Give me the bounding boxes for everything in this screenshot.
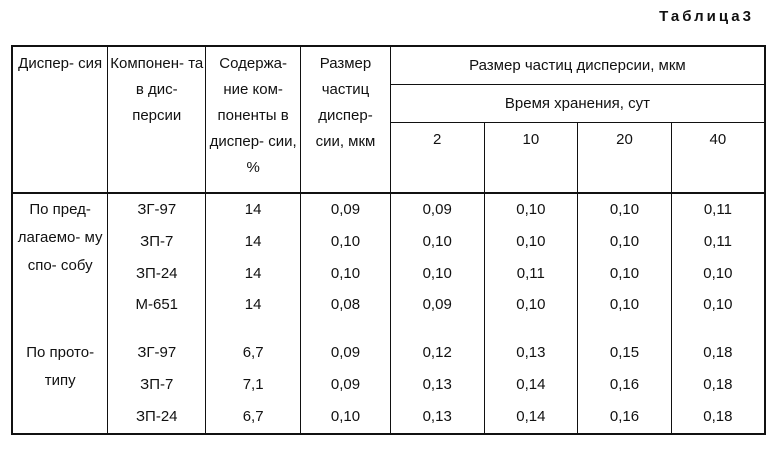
- cell-d20: 0,10: [577, 289, 672, 322]
- cell-d20: 0,16: [577, 369, 672, 402]
- cell-d10: 0,13: [484, 337, 579, 370]
- cell-d40: 0,10: [703, 264, 733, 282]
- cell-size: 0,08: [300, 289, 391, 322]
- cell-d2: 0,13: [390, 369, 485, 402]
- header-dispersion: Диспер- сия: [12, 46, 109, 194]
- cell-d40: 0,18: [703, 344, 733, 362]
- cell-d20: 0,16: [577, 401, 672, 434]
- cell-d10: 0,10: [484, 225, 579, 258]
- cell-size: 0,09: [300, 192, 391, 226]
- table-row: ЗП-24 14 0,10 0,10 0,11 0,10 0,10: [12, 257, 765, 290]
- cell-d2: 0,10: [390, 257, 485, 290]
- header-content: Содержа- ние ком- поненты в диспер- сии,…: [205, 46, 302, 194]
- cell-size: 0,10: [300, 401, 391, 434]
- cell-d2: 0,13: [390, 401, 485, 434]
- table-row: М-651 14 0,08 0,09 0,10 0,10 0,10: [12, 289, 765, 322]
- data-table: Диспер- сия Компонен- та в дис- персии С…: [11, 45, 766, 435]
- cell-content: 14: [205, 289, 302, 322]
- cell-d40: 0,11: [703, 232, 732, 250]
- cell-content: 14: [205, 225, 302, 258]
- table-caption: Таблица3: [659, 8, 754, 25]
- cell-size: 0,09: [300, 369, 391, 402]
- cell-component: ЗП-24: [107, 257, 207, 290]
- cell-d20: 0,10: [577, 257, 672, 290]
- cell-component: ЗГ-97: [107, 192, 207, 226]
- cell-d10: 0,10: [484, 289, 579, 322]
- header-storage: Время хранения, сут: [390, 84, 765, 123]
- cell-d10: 0,14: [484, 401, 579, 434]
- cell-d2: 0,12: [390, 337, 485, 370]
- cell-component: ЗП-7: [107, 225, 207, 258]
- cell-d20: 0,10: [577, 225, 672, 258]
- group-gap: [12, 321, 765, 338]
- header-day: 10: [484, 122, 579, 194]
- cell-content: 6,7: [205, 401, 302, 434]
- cell-content: 14: [205, 257, 302, 290]
- table-row: ЗП-24 6,7 0,10 0,13 0,14 0,16 0,18: [12, 401, 765, 434]
- header-day: 20: [577, 122, 672, 194]
- cell-component: ЗП-24: [107, 401, 207, 434]
- cell-component: ЗГ-97: [107, 337, 207, 370]
- cell-d2: 0,09: [390, 192, 485, 226]
- cell-size: 0,10: [300, 225, 391, 258]
- cell-d40: 0,11: [703, 200, 732, 218]
- cell-d20: 0,10: [577, 192, 672, 226]
- cell-d10: 0,11: [484, 257, 579, 290]
- table-row: ЗП-7 7,1 0,09 0,13 0,14 0,16 0,18: [12, 369, 765, 402]
- cell-size: 0,09: [300, 337, 391, 370]
- cell-size: 0,10: [300, 257, 391, 290]
- cell-content: 14: [205, 192, 302, 226]
- table-row: По прото- типу ЗГ-97 6,7 0,09 0,12 0,13 0,15 0,…: [12, 337, 765, 434]
- cell-content: 7,1: [205, 369, 302, 402]
- cell-component: М-651: [107, 289, 207, 322]
- cell-d40: 0,10: [703, 296, 733, 314]
- cell-component: ЗП-7: [107, 369, 207, 402]
- dispersion-label: По пред- лагаемо- му спо- собу: [12, 192, 109, 322]
- cell-d2: 0,09: [390, 289, 485, 322]
- cell-d20: 0,15: [577, 337, 672, 370]
- cell-d10: 0,14: [484, 369, 579, 402]
- header-size: Размер частиц диспер- сии, мкм: [300, 46, 391, 194]
- cell-d40: 0,18: [703, 408, 733, 426]
- cell-content: 6,7: [205, 337, 302, 370]
- table-row: ЗП-7 14 0,10 0,10 0,10 0,10 0,11: [12, 225, 765, 258]
- dispersion-label: По прото- типу: [12, 337, 109, 434]
- table-row: По пред- лагаемо- му спо- собу ЗГ-97 14 0,0…: [12, 192, 765, 322]
- header-components: Компонен- та в дис- персии: [107, 46, 207, 194]
- header-day: 40: [671, 122, 765, 194]
- header-day: 2: [390, 122, 485, 194]
- cell-d2: 0,10: [390, 225, 485, 258]
- cell-d40: 0,18: [703, 376, 733, 394]
- cell-d10: 0,10: [484, 192, 579, 226]
- header-group: Размер частиц дисперсии, мкм: [390, 46, 765, 85]
